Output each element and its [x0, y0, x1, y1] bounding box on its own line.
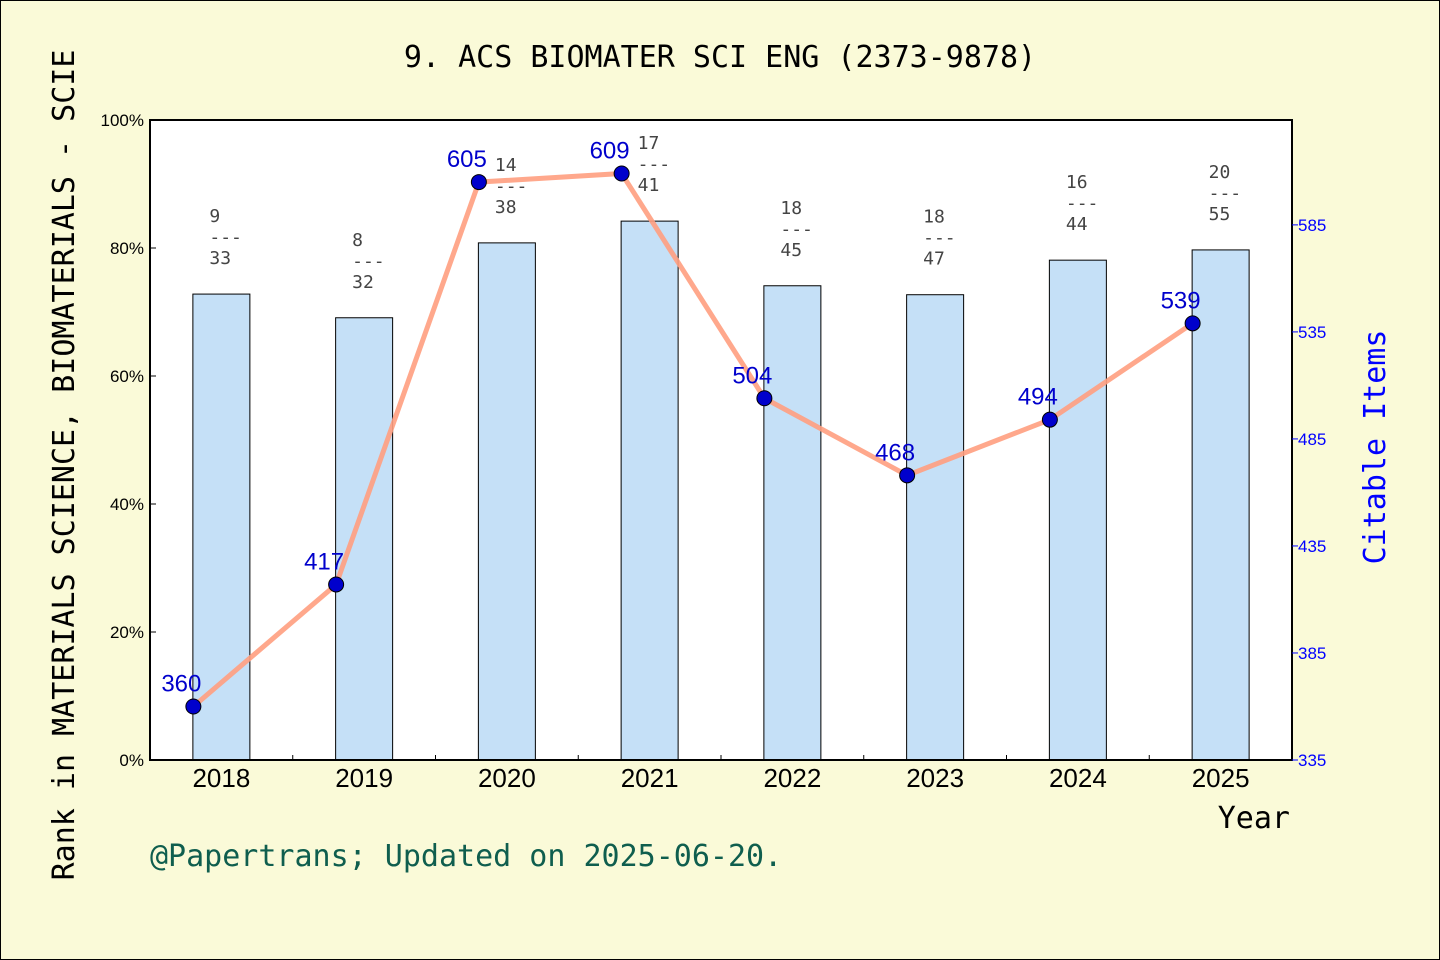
y2-axis-label: Citable Items — [1358, 330, 1393, 565]
bar-total-label: 55 — [1209, 204, 1231, 225]
citable-point-2018 — [185, 698, 202, 715]
bar-total-label: 44 — [1066, 214, 1088, 235]
bar-fraction-line: --- — [638, 154, 671, 175]
y2-tick-label: 335 — [1298, 751, 1326, 770]
citable-value-label: 494 — [1018, 384, 1058, 411]
citable-value-label: 504 — [732, 362, 772, 389]
citable-value-label: 539 — [1161, 287, 1201, 314]
y-tick-label: 40% — [110, 495, 144, 514]
bar-fraction-line: --- — [209, 227, 242, 248]
bar-total-label: 45 — [780, 240, 802, 261]
bar-total-label: 47 — [923, 249, 945, 270]
citable-value-label: 605 — [447, 146, 487, 173]
x-axis-label: Year — [1218, 801, 1290, 836]
y-tick-label: 80% — [110, 239, 144, 258]
bar-rank-label: 18 — [923, 207, 945, 228]
y-tick-label: 0% — [119, 751, 144, 770]
y2-tick-label: 385 — [1298, 644, 1326, 663]
citable-point-2021 — [613, 165, 630, 182]
bar-rank-label: 20 — [1209, 162, 1231, 183]
bar-fraction-line: --- — [1066, 193, 1099, 214]
x-tick-label: 2025 — [1192, 763, 1250, 793]
citable-point-2025 — [1184, 315, 1201, 332]
citable-point-2024 — [1041, 411, 1058, 428]
bar-2023 — [906, 294, 965, 761]
bar-total-label: 38 — [495, 197, 517, 218]
citable-items-line — [191, 170, 1195, 709]
bar-2020 — [477, 242, 536, 761]
bar-2018 — [192, 293, 251, 761]
footer-updated: @Papertrans; Updated on 2025-06-20. — [150, 839, 782, 874]
bar-rank-label: 9 — [209, 206, 220, 227]
x-tick-label: 2022 — [763, 763, 821, 793]
bar-total-label: 32 — [352, 272, 374, 293]
y-tick-label: 20% — [110, 623, 144, 642]
x-tick-label: 2021 — [621, 763, 679, 793]
x-tick-label: 2018 — [192, 763, 250, 793]
x-tick-label: 2024 — [1049, 763, 1107, 793]
y-tick-label: 100% — [101, 111, 144, 130]
chart-title: 9. ACS BIOMATER SCI ENG (2373-9878) — [404, 40, 1036, 75]
bar-2022 — [763, 285, 822, 761]
bar-fraction-line: --- — [923, 228, 956, 249]
plot-area — [150, 120, 1292, 760]
bar-total-label: 41 — [638, 175, 660, 196]
citable-point-2019 — [328, 576, 345, 593]
citable-value-label: 417 — [304, 548, 344, 575]
bar-rank-label: 14 — [495, 155, 517, 176]
y2-tick-label: 435 — [1298, 537, 1326, 556]
citable-value-label: 360 — [161, 670, 201, 697]
bar-2024 — [1048, 259, 1107, 761]
citable-value-label: 468 — [875, 439, 915, 466]
y-tick-label: 60% — [110, 367, 144, 386]
citable-point-2023 — [899, 467, 916, 484]
bar-2019 — [335, 317, 394, 761]
bar-rank-label: 17 — [638, 133, 660, 154]
x-tick-label: 2020 — [478, 763, 536, 793]
bar-fraction-line: --- — [780, 219, 813, 240]
citable-point-2022 — [756, 390, 773, 407]
y2-tick-label: 585 — [1298, 216, 1326, 235]
bar-rank-label: 18 — [780, 198, 802, 219]
bar-2021 — [620, 220, 679, 761]
citable-point-2020 — [470, 174, 487, 191]
x-tick-label: 2023 — [906, 763, 964, 793]
bar-2025 — [1191, 249, 1250, 761]
bar-fraction-line: --- — [352, 251, 385, 272]
bar-rank-label: 8 — [352, 230, 363, 251]
x-tick-label: 2019 — [335, 763, 393, 793]
citable-value-label: 609 — [590, 138, 630, 165]
bar-rank-label: 16 — [1066, 172, 1088, 193]
y2-tick-label: 535 — [1298, 323, 1326, 342]
y-axis-label: Rank in MATERIALS SCIENCE, BIOMATERIALS … — [47, 50, 82, 881]
bar-total-label: 33 — [209, 248, 231, 269]
y2-tick-label: 485 — [1298, 430, 1326, 449]
bar-fraction-line: --- — [1209, 183, 1242, 204]
